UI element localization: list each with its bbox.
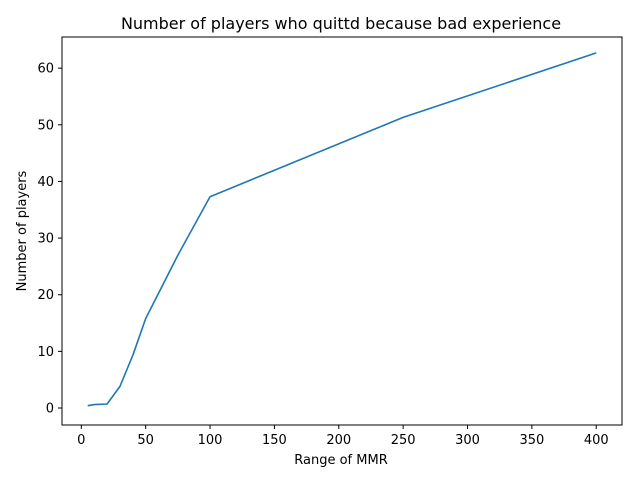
y-tick-label: 40 <box>37 175 54 190</box>
series-line <box>87 52 597 407</box>
x-tick-label: 150 <box>262 433 287 448</box>
x-axis: 0 50 100 150 200 250 300 350 400 <box>77 425 609 448</box>
y-axis: 0 10 20 30 40 50 60 <box>37 62 62 417</box>
y-tick-label: 50 <box>37 118 54 133</box>
y-tick-label: 10 <box>37 345 54 360</box>
x-axis-label: Range of MMR <box>294 453 387 468</box>
x-tick-label: 50 <box>137 433 154 448</box>
x-tick-label: 400 <box>584 433 609 448</box>
x-tick-label: 0 <box>77 433 85 448</box>
plot-area <box>61 36 623 426</box>
x-tick-label: 300 <box>455 433 480 448</box>
x-tick-label: 350 <box>519 433 544 448</box>
x-tick-label: 100 <box>198 433 223 448</box>
y-tick-label: 20 <box>37 288 54 303</box>
chart-title: Number of players who quittd because bad… <box>121 14 561 33</box>
y-axis-label: Number of players <box>15 170 30 291</box>
y-tick-label: 0 <box>46 402 54 417</box>
y-tick-label: 60 <box>37 62 54 77</box>
series-layer <box>87 52 597 407</box>
x-tick-label: 200 <box>326 433 351 448</box>
y-tick-label: 30 <box>37 232 54 247</box>
x-tick-label: 250 <box>391 433 416 448</box>
